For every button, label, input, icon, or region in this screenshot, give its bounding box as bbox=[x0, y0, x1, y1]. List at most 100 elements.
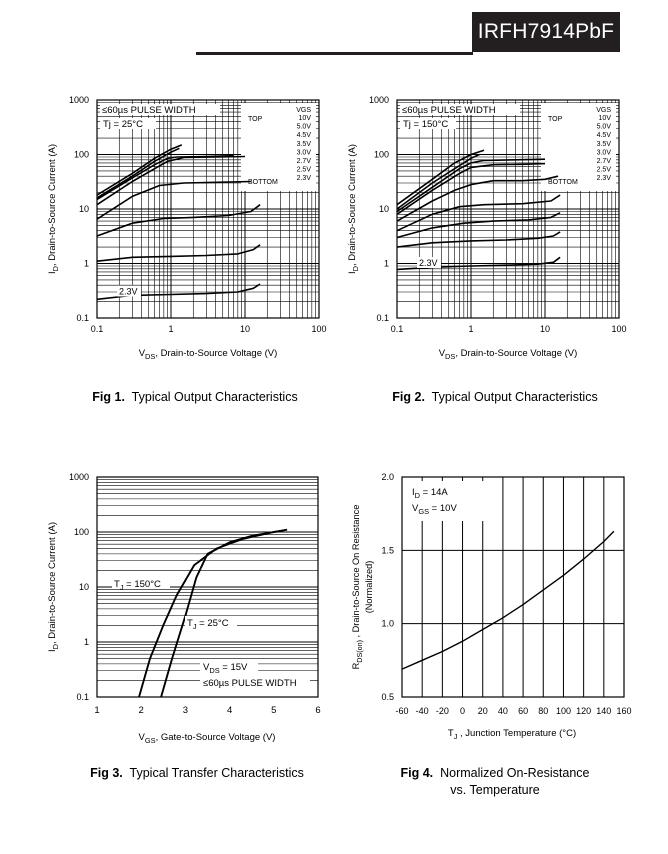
header-rule bbox=[196, 52, 473, 55]
y-tick-label: 1.5 bbox=[381, 545, 394, 555]
series-line-6 bbox=[396, 212, 561, 239]
legend-entry: 2.7V bbox=[297, 158, 312, 165]
fig2-text: Typical Output Characteristics bbox=[431, 390, 598, 404]
fig4-text2: vs. Temperature bbox=[450, 783, 540, 797]
x-axis-label: VDS, Drain-to-Source Voltage (V) bbox=[439, 348, 578, 361]
y-tick-label: 100 bbox=[74, 150, 89, 160]
fig1-caption: Fig 1. Typical Output Characteristics bbox=[70, 389, 320, 406]
series-line-0 bbox=[96, 144, 183, 196]
series-line-1 bbox=[160, 529, 283, 698]
x-tick-label: 10 bbox=[240, 324, 250, 334]
fig4-caption: Fig 4. Normalized On-Resistance vs. Temp… bbox=[370, 765, 620, 799]
x-tick-label: 10 bbox=[540, 324, 550, 334]
legend-box bbox=[241, 103, 316, 191]
legend-entry: 4.5V bbox=[297, 132, 312, 139]
legend-entry: 2.5V bbox=[297, 167, 312, 174]
series-line-1 bbox=[396, 153, 480, 210]
y-tick-label: 10 bbox=[379, 204, 389, 214]
series-line-0 bbox=[396, 149, 485, 206]
legend-entry: 2.7V bbox=[597, 158, 612, 165]
y-axis-label-line2: (Normalized) bbox=[364, 561, 374, 614]
annotation-box bbox=[200, 660, 258, 672]
plot-frame bbox=[401, 476, 625, 698]
legend-entry: 10V bbox=[299, 115, 312, 122]
part-number-header: IRFH7914PbF bbox=[472, 12, 620, 52]
legend-bottom-label: BOTTOM bbox=[248, 179, 278, 186]
annotation-box bbox=[400, 118, 456, 129]
x-tick-label: 5 bbox=[271, 705, 276, 716]
legend-entry: 5.0V bbox=[597, 124, 612, 131]
y-tick-label: 1 bbox=[84, 259, 89, 269]
legend-entry: 2.3V bbox=[297, 175, 312, 182]
annotation-box bbox=[406, 481, 484, 521]
y-tick-label: 10 bbox=[79, 582, 89, 592]
x-tick-label: 0.1 bbox=[91, 324, 104, 334]
x-axis-label: TJ , Junction Temperature (°C) bbox=[448, 728, 576, 741]
fig4-label: Fig 4. bbox=[400, 766, 434, 780]
x-tick-label: 60 bbox=[518, 706, 528, 716]
y-tick-label: 0.5 bbox=[381, 692, 394, 702]
legend-entry: 3.5V bbox=[597, 141, 612, 148]
fig3-label: Fig 3. bbox=[90, 766, 123, 780]
y-axis-label: ID, Drain-to-Source Current (A) bbox=[347, 144, 360, 274]
legend-entry: 5.0V bbox=[297, 124, 312, 131]
x-axis-label: VDS, Drain-to-Source Voltage (V) bbox=[139, 348, 278, 361]
curve-label: 2.3V bbox=[419, 258, 438, 268]
x-tick-label: 120 bbox=[576, 706, 591, 716]
legend-bottom-label: BOTTOM bbox=[548, 179, 578, 186]
x-tick-label: 160 bbox=[616, 706, 631, 716]
grid bbox=[97, 479, 318, 698]
y-tick-label: 2.0 bbox=[381, 472, 394, 482]
annotation-pulse-width: ≤60µs PULSE WIDTH bbox=[203, 678, 297, 689]
legend-entry: 2.3V bbox=[597, 175, 612, 182]
x-axis-label: VGS, Gate-to-Source Voltage (V) bbox=[139, 732, 276, 745]
y-axis-label: ID, Drain-to-Source Current (A) bbox=[47, 522, 60, 652]
plot-frame bbox=[396, 99, 620, 319]
x-tick-label: 2 bbox=[139, 705, 144, 716]
legend-entry: 3.0V bbox=[297, 149, 312, 156]
y-tick-label: 1000 bbox=[69, 472, 89, 482]
series-line-3 bbox=[396, 162, 546, 215]
x-tick-label: 100 bbox=[311, 324, 326, 334]
y-tick-label: 1 bbox=[384, 259, 389, 269]
series-line-3 bbox=[96, 155, 246, 206]
y-axis-label: RDS(on) , Drain-to-Source On Resistance bbox=[351, 505, 364, 670]
legend-entry: 4.5V bbox=[597, 132, 612, 139]
legend-title: VGS bbox=[596, 107, 611, 114]
series-line-2 bbox=[396, 158, 546, 213]
y-tick-label: 0.1 bbox=[76, 313, 89, 323]
legend-entry: 3.0V bbox=[597, 149, 612, 156]
y-tick-label: 1.0 bbox=[381, 619, 394, 629]
series-line-1 bbox=[96, 147, 180, 199]
annotation-pulse-width: ≤60µs PULSE WIDTH bbox=[102, 105, 196, 116]
x-tick-label: 1 bbox=[468, 324, 473, 334]
annotation-box bbox=[400, 104, 520, 115]
annotation-box bbox=[100, 104, 220, 115]
series-line-4 bbox=[96, 180, 251, 220]
x-tick-label: 100 bbox=[611, 324, 626, 334]
series-line-6 bbox=[96, 244, 261, 262]
annotation-pulse-width: ≤60µs PULSE WIDTH bbox=[402, 105, 496, 116]
series-line-7 bbox=[396, 231, 561, 248]
y-tick-label: 1000 bbox=[369, 95, 389, 105]
legend-entry: 2.5V bbox=[597, 167, 612, 174]
x-tick-label: -60 bbox=[395, 706, 408, 716]
part-number: IRFH7914PbF bbox=[477, 20, 615, 43]
annotation-box bbox=[100, 118, 156, 129]
y-tick-label: 100 bbox=[374, 150, 389, 160]
series-line-5 bbox=[96, 204, 261, 237]
x-tick-label: 40 bbox=[498, 706, 508, 716]
x-tick-label: 3 bbox=[183, 705, 188, 716]
annotation-id: ID = 14A bbox=[412, 487, 448, 500]
x-tick-label: 100 bbox=[556, 706, 571, 716]
x-tick-label: 1 bbox=[168, 324, 173, 334]
annotation-vgs: VGS = 10V bbox=[412, 503, 457, 516]
x-tick-label: 0.1 bbox=[391, 324, 404, 334]
y-axis-label: ID, Drain-to-Source Current (A) bbox=[47, 144, 60, 274]
x-tick-label: 6 bbox=[315, 705, 320, 716]
y-tick-label: 0.1 bbox=[376, 313, 389, 323]
curve-label: 2.3V bbox=[119, 286, 138, 296]
